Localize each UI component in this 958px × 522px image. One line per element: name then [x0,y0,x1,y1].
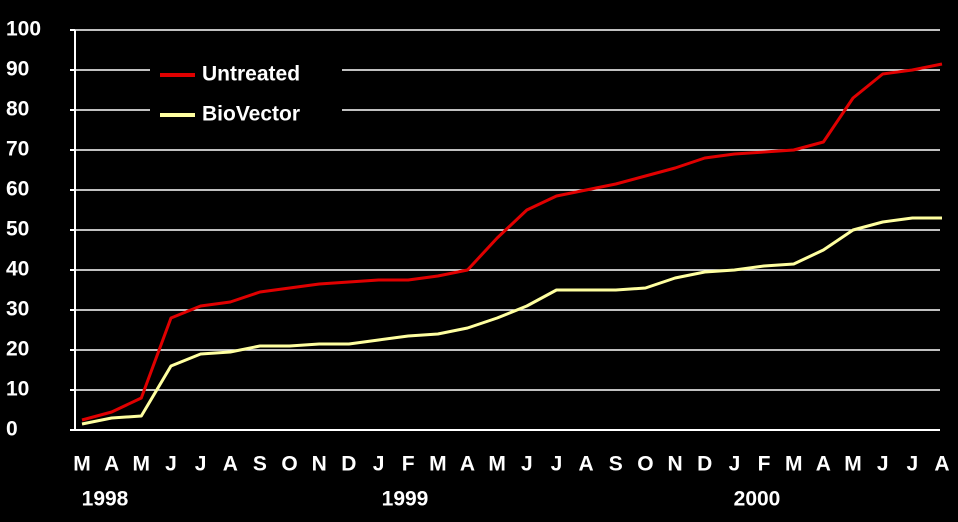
x-tick-label: A [104,453,119,476]
x-tick-label: M [844,453,862,476]
y-tick-label: 70 [6,138,29,161]
year-label: 1999 [382,488,429,511]
year-label: 2000 [734,488,781,511]
x-tick-label: J [373,453,385,476]
y-tick-label: 40 [6,258,29,281]
x-tick-label: M [488,453,506,476]
line [81,62,943,422]
y-tick-label: 10 [6,378,29,401]
legend-label: Untreated [202,63,300,86]
x-tick-label: N [312,453,327,476]
legend-label: BioVector [202,103,300,126]
x-tick-label: S [609,453,623,476]
x-tick-label: M [429,453,447,476]
y-tick-label: 0 [6,418,18,441]
x-tick-label: D [697,453,712,476]
y-tick-label: 20 [6,338,29,361]
x-tick-label: J [195,453,207,476]
line [81,216,942,426]
y-tick-label: 100 [6,18,41,41]
x-tick-label: A [934,453,949,476]
x-tick-label: J [165,453,177,476]
x-tick-label: S [253,453,267,476]
x-tick-label: F [758,453,771,476]
x-tick-label: A [579,453,594,476]
y-tick-label: 90 [6,58,29,81]
x-tick-label: A [460,453,475,476]
x-tick-label: J [551,453,563,476]
y-tick-label: 80 [6,98,29,121]
x-tick-label: J [907,453,919,476]
x-tick-label: D [341,453,356,476]
x-tick-label: M [785,453,803,476]
y-tick-label: 60 [6,178,29,201]
x-tick-label: N [668,453,683,476]
x-tick-label: J [729,453,741,476]
x-tick-label: O [281,453,297,476]
x-tick-label: J [877,453,889,476]
x-tick-label: M [133,453,151,476]
y-tick-label: 30 [6,298,29,321]
legend-box [150,50,342,140]
x-tick-label: A [816,453,831,476]
year-label: 1998 [82,488,129,511]
x-tick-label: F [402,453,415,476]
x-tick-label: A [223,453,238,476]
y-tick-label: 50 [6,218,29,241]
x-tick-label: O [637,453,653,476]
x-tick-label: M [73,453,91,476]
x-tick-label: J [521,453,533,476]
